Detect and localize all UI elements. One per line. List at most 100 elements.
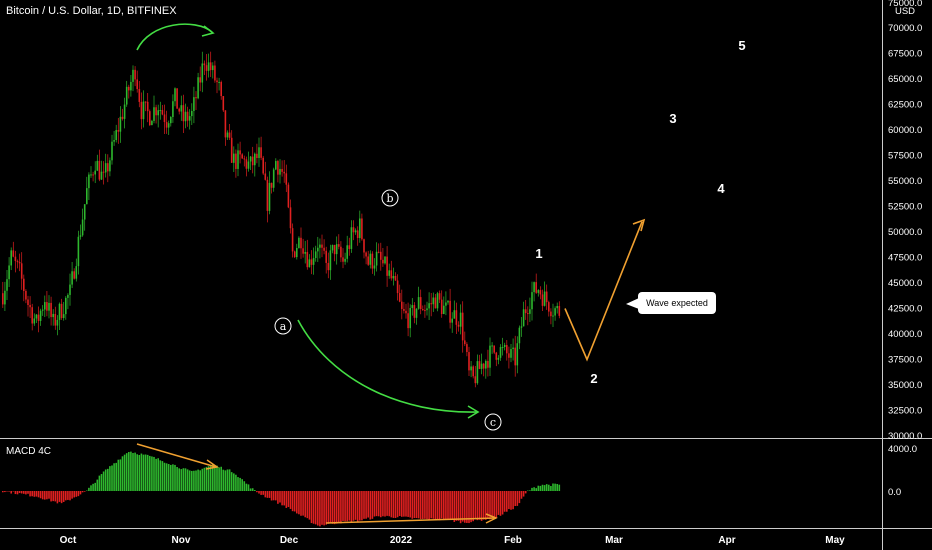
macd-bar	[77, 491, 80, 497]
candle-body	[296, 248, 298, 258]
price-tick-label: 70000.0	[888, 23, 922, 34]
candle-body	[489, 345, 491, 368]
macd-bar	[541, 484, 544, 491]
macd-bar	[88, 487, 90, 491]
candle-body	[254, 153, 256, 166]
candle-body	[153, 107, 155, 121]
candle-body	[422, 309, 424, 311]
macd-bar	[65, 491, 67, 501]
macd-bar	[304, 491, 306, 518]
macd-tick-zero: 0.0	[888, 487, 901, 498]
macd-bar	[327, 491, 330, 524]
candle-body	[516, 343, 519, 366]
macd-bar	[237, 477, 239, 491]
macd-bar	[510, 491, 512, 510]
candle-body	[149, 111, 151, 126]
candle-body	[277, 161, 279, 175]
wave-label-a: a	[280, 320, 287, 333]
candle-body	[533, 282, 535, 293]
macd-bar	[464, 491, 466, 523]
candle-body	[41, 309, 44, 311]
macd-bar	[363, 491, 365, 519]
candle-body	[411, 305, 414, 309]
candle-body	[424, 310, 426, 312]
macd-bar	[468, 491, 470, 524]
candle-body	[201, 63, 204, 83]
candle-body	[233, 153, 235, 163]
candle-body	[14, 256, 17, 262]
macd-bar	[434, 491, 437, 521]
macd-bar	[503, 491, 506, 512]
macd-bar	[205, 466, 208, 491]
macd-bar	[10, 491, 12, 494]
macd-bar	[79, 491, 82, 495]
candle-body	[207, 62, 210, 71]
macd-bar	[497, 491, 500, 515]
candle-body	[266, 179, 269, 211]
macd-bar	[182, 468, 185, 491]
candle-body	[170, 116, 172, 124]
candle-body	[455, 310, 458, 325]
macd-bar	[165, 463, 168, 491]
macd-bar	[29, 491, 31, 497]
macd-bar	[188, 470, 191, 491]
macd-bar	[514, 491, 516, 507]
macd-bar	[396, 491, 399, 518]
macd-bar	[58, 491, 61, 502]
candle-body	[380, 251, 382, 260]
macd-bar	[161, 461, 164, 491]
macd-bar	[33, 491, 36, 497]
candle-body	[377, 251, 380, 253]
macd-bar	[306, 491, 309, 519]
candle-body	[287, 184, 290, 208]
macd-bar	[453, 491, 456, 522]
candle-body	[323, 247, 325, 251]
candle-body	[44, 302, 46, 310]
macd-bar	[478, 491, 481, 520]
candle-body	[117, 130, 120, 132]
candle-body	[52, 313, 54, 318]
candle-body	[50, 302, 52, 318]
macd-bar	[197, 469, 199, 491]
macd-bar	[239, 477, 241, 491]
wave-expected-callout: Wave expected	[638, 292, 716, 314]
candle-body	[33, 318, 36, 324]
candle-body	[6, 279, 8, 291]
candle-body	[241, 154, 243, 159]
macd-bar	[233, 473, 235, 491]
macd-bar	[317, 491, 319, 526]
candle-body	[308, 259, 311, 268]
candle-body	[100, 171, 103, 180]
candle-body	[27, 299, 29, 306]
candle-body	[214, 65, 216, 81]
price-tick-label: 37500.0	[888, 355, 922, 366]
macd-bar	[254, 490, 256, 491]
green-arc-arrowhead-bottom	[467, 405, 480, 419]
candle-body	[413, 305, 416, 318]
macd-bar	[415, 491, 418, 519]
candle-body	[224, 110, 227, 138]
wave-number-4: 4	[717, 181, 725, 196]
time-tick-label: May	[825, 535, 845, 546]
macd-bar	[501, 491, 504, 515]
candle-body	[382, 259, 384, 264]
macd-bar	[83, 491, 86, 492]
orange-divergence-arrowhead-top	[205, 459, 219, 470]
macd-bar	[545, 484, 548, 491]
macd-bar	[54, 491, 57, 502]
candle-body	[293, 251, 296, 258]
green-arc-arrowhead-top	[201, 25, 215, 37]
candle-body	[239, 150, 241, 155]
macd-bar	[100, 474, 103, 491]
macd-bar	[493, 491, 495, 518]
candle-body	[554, 308, 556, 316]
candle-body	[79, 235, 82, 237]
time-tick-label: Oct	[60, 535, 77, 546]
wave-number-2: 2	[590, 371, 597, 386]
wave-circle-b	[381, 189, 399, 207]
candle-body	[10, 250, 12, 266]
candle-body	[18, 262, 21, 264]
macd-bar	[346, 491, 348, 522]
macd-bar	[527, 490, 529, 492]
macd-bar	[167, 464, 170, 491]
